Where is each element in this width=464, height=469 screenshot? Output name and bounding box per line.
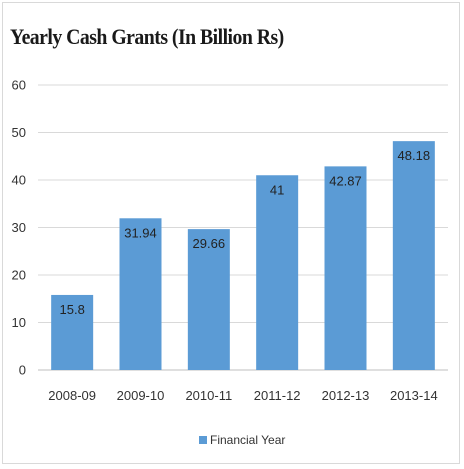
y-tick-label: 40: [12, 173, 26, 188]
data-labels: 15.8 31.94 29.66 41 42.87 48.18: [60, 148, 431, 317]
y-tick-label: 10: [12, 315, 26, 330]
x-category-label: 2008-09: [48, 388, 96, 403]
bar: [119, 218, 162, 370]
x-axis-categories: 2008-09 2009-10 2010-11 2011-12 2012-13 2013-…: [48, 388, 437, 403]
bar: [51, 294, 94, 370]
legend: Financial Year: [199, 433, 285, 447]
bar: [392, 141, 435, 370]
bar-value-label: 42.87: [329, 173, 362, 188]
y-tick-label: 20: [12, 268, 26, 283]
chart-frame: [2, 2, 460, 464]
gridlines: [38, 84, 448, 371]
bar-value-label: 41: [270, 182, 284, 197]
bar-value-label: 31.94: [124, 225, 157, 240]
bar: [324, 166, 367, 370]
x-category-label: 2009-10: [117, 388, 165, 403]
bar: [187, 229, 230, 370]
bars: [51, 141, 435, 370]
chart-title: Yearly Cash Grants (In Billion Rs): [10, 24, 284, 49]
x-category-label: 2012-13: [322, 388, 370, 403]
y-tick-label: 0: [19, 363, 26, 378]
bar-value-label: 29.66: [193, 236, 226, 251]
y-tick-label: 60: [12, 78, 26, 93]
bar-value-label: 15.8: [60, 302, 85, 317]
bar: [256, 175, 299, 370]
x-category-label: 2013-14: [390, 388, 438, 403]
x-category-label: 2011-12: [254, 388, 301, 403]
bar-value-label: 48.18: [398, 148, 431, 163]
x-category-label: 2010-11: [185, 388, 232, 403]
legend-swatch: [199, 436, 207, 444]
y-tick-label: 50: [12, 125, 26, 140]
y-axis-ticks: 0 10 20 30 40 50 60: [12, 78, 26, 378]
legend-label: Financial Year: [210, 433, 285, 447]
y-tick-label: 30: [12, 220, 26, 235]
